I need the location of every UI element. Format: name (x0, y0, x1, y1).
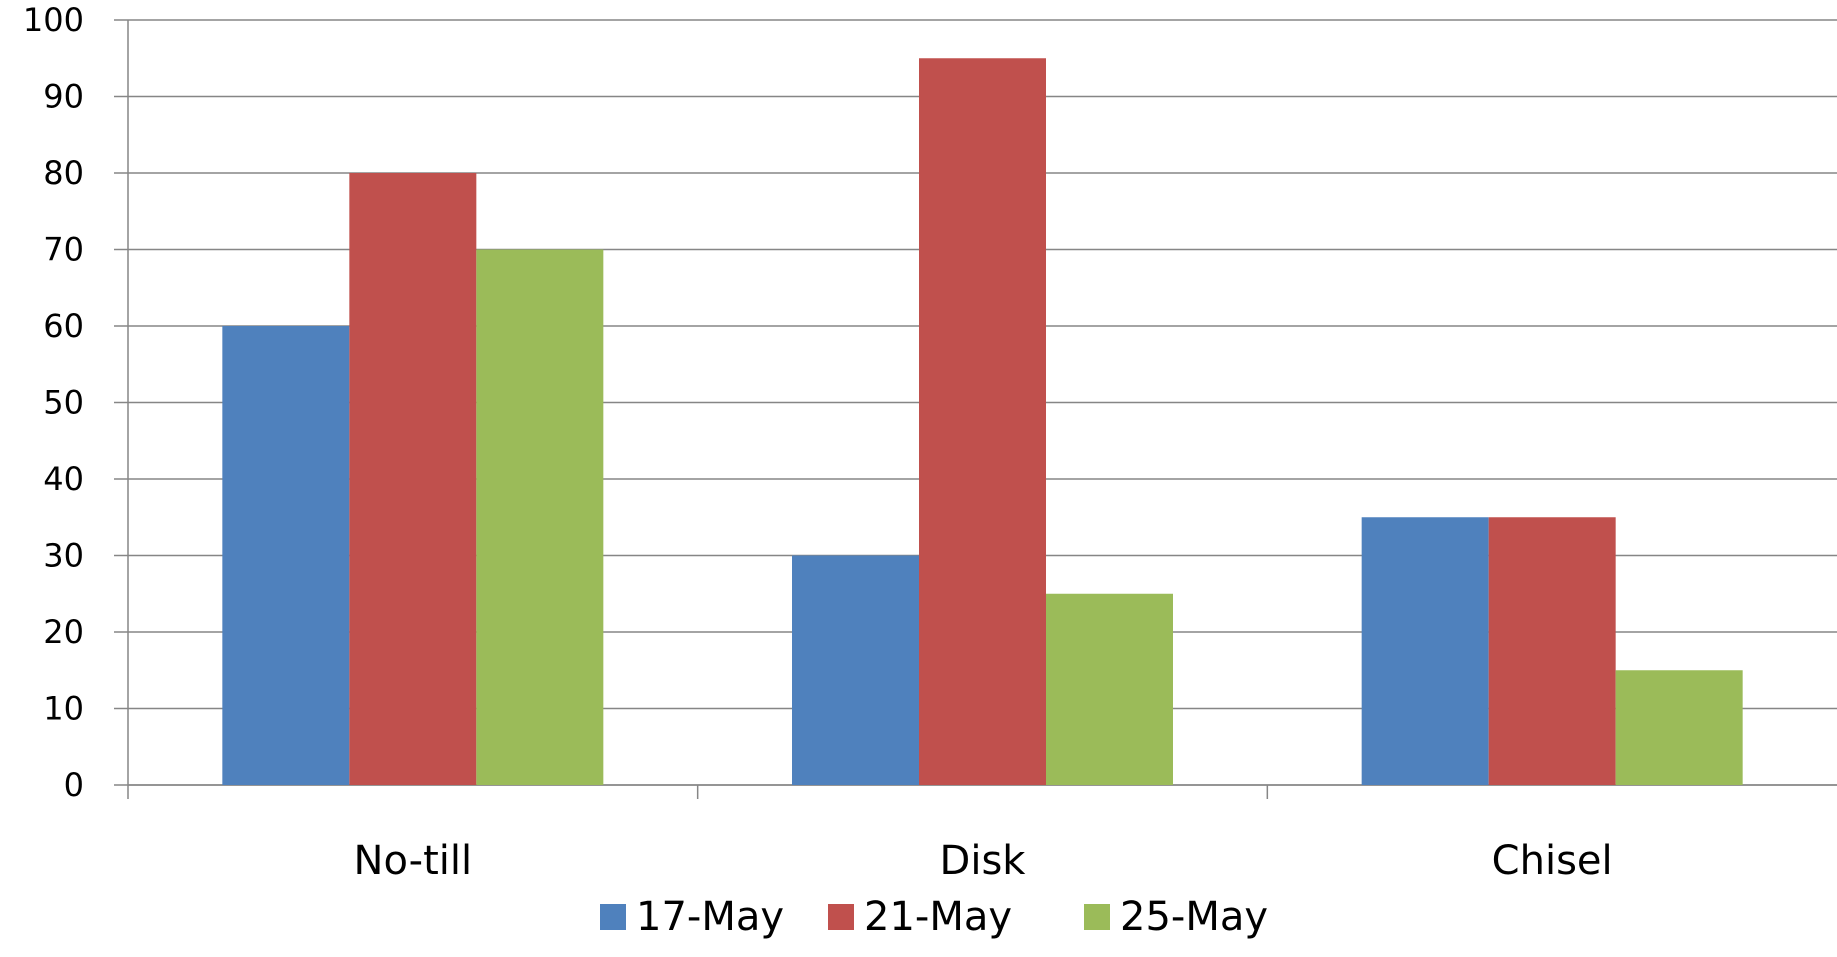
bar-25-May-Chisel (1615, 670, 1743, 785)
tick-labels: 0 10 20 30 40 50 60 70 80 90 100 No-till Disk Chisel (23, 1, 1613, 884)
bar-17-May-Chisel (1361, 517, 1489, 785)
bar-21-May-Chisel (1488, 517, 1616, 785)
bar-21-May-Disk (919, 58, 1046, 785)
y-tick-label: 60 (43, 307, 84, 345)
y-tick-label: 90 (43, 78, 84, 116)
y-tick-label: 50 (43, 384, 84, 422)
y-tick-label: 80 (43, 154, 84, 192)
bar-17-May-Disk (792, 555, 919, 785)
legend: 17-May 21-May 25-May (600, 894, 1268, 940)
y-tick-label: 30 (43, 537, 84, 575)
bars (222, 58, 1743, 785)
y-tick-label: 0 (64, 766, 84, 804)
y-tick-label: 100 (23, 1, 84, 39)
legend-label: 17-May (636, 894, 784, 940)
bar-17-May-No-till (222, 326, 350, 785)
legend-swatch-21-May (828, 904, 854, 930)
bar-25-May-No-till (476, 249, 604, 785)
legend-swatch-17-May (600, 904, 626, 930)
y-tick-label: 10 (43, 690, 84, 728)
x-tick-label: Chisel (1492, 838, 1613, 884)
y-tick-label: 40 (43, 460, 84, 498)
bar-25-May-Disk (1046, 593, 1173, 785)
legend-swatch-25-May (1084, 904, 1110, 930)
legend-label: 25-May (1120, 894, 1268, 940)
legend-label: 21-May (864, 894, 1012, 940)
bar-21-May-No-till (349, 173, 477, 785)
y-tick-label: 20 (43, 613, 84, 651)
y-tick-label: 70 (43, 231, 84, 269)
x-tick-label: Disk (940, 838, 1027, 884)
x-tick-label: No-till (354, 838, 473, 884)
